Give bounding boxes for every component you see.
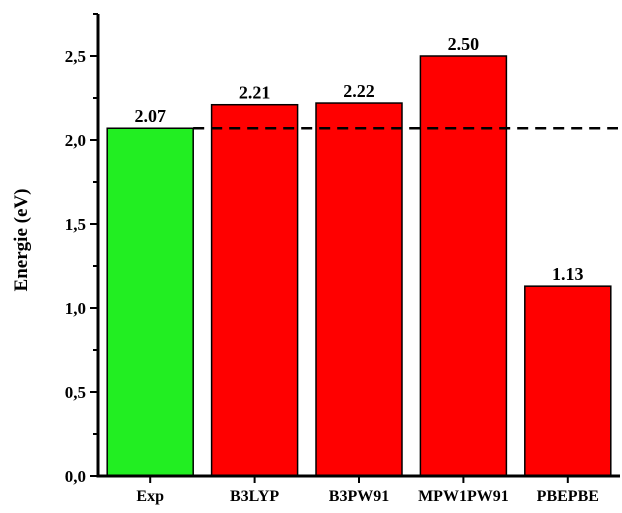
y-tick-label: 2,0 [65, 131, 86, 150]
plot-area: 2.07 Exp 2.21 B3LYP 2.22 B3PW91 2.50 MPW1PW91 1.… [65, 13, 620, 505]
y-tick-label: 1,0 [65, 299, 86, 318]
y-tick-label: 1,5 [65, 215, 86, 234]
bar-pbepbe [524, 285, 612, 477]
value-label-pbepbe: 1.13 [552, 264, 584, 284]
y-tick-label: 2,5 [65, 47, 86, 66]
x-tick-label-b3lyp: B3LYP [230, 488, 279, 505]
x-tick-label-mpw1pw91: MPW1PW91 [418, 488, 509, 505]
bar-b3pw91 [315, 102, 403, 477]
y-axis-title: Energie (eV) [11, 189, 32, 292]
y-tick-label: 0,0 [65, 467, 86, 486]
value-label-b3lyp: 2.21 [239, 83, 271, 103]
bar-b3lyp [210, 103, 299, 477]
value-label-b3pw91: 2.22 [343, 81, 375, 101]
y-tick-label: 0,5 [65, 383, 86, 402]
bar-mpw1pw91 [419, 55, 508, 477]
value-label-mpw1pw91: 2.50 [448, 34, 480, 54]
x-tick-label-exp: Exp [136, 488, 164, 505]
x-tick-label-pbepbe: PBEPBE [537, 488, 599, 505]
value-label-exp: 2.07 [134, 106, 166, 126]
bar-exp [106, 127, 194, 477]
x-tick-label-b3pw91: B3PW91 [329, 488, 389, 505]
